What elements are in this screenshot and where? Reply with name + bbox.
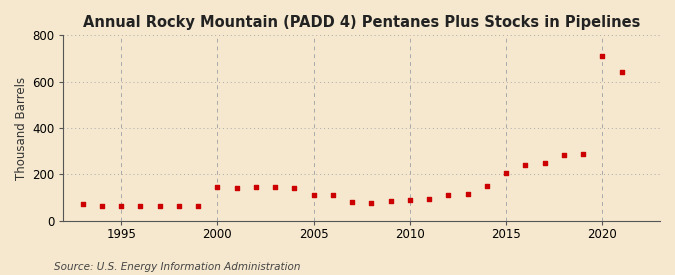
Point [232, 186, 242, 191]
Point [327, 193, 338, 197]
Point [578, 151, 589, 156]
Point [539, 161, 550, 165]
Point [155, 204, 165, 208]
Point [116, 204, 127, 208]
Point [212, 185, 223, 189]
Point [173, 204, 184, 209]
Point [250, 185, 261, 189]
Point [481, 184, 492, 188]
Point [597, 54, 608, 58]
Point [424, 197, 435, 201]
Point [366, 201, 377, 206]
Point [520, 163, 531, 167]
Point [347, 200, 358, 204]
Point [97, 204, 107, 208]
Point [385, 199, 396, 203]
Point [404, 198, 415, 202]
Point [135, 204, 146, 208]
Y-axis label: Thousand Barrels: Thousand Barrels [15, 76, 28, 180]
Point [193, 204, 204, 209]
Point [443, 193, 454, 197]
Text: Source: U.S. Energy Information Administration: Source: U.S. Energy Information Administ… [54, 262, 300, 272]
Point [78, 202, 88, 206]
Point [501, 171, 512, 175]
Point [308, 193, 319, 197]
Point [289, 186, 300, 191]
Title: Annual Rocky Mountain (PADD 4) Pentanes Plus Stocks in Pipelines: Annual Rocky Mountain (PADD 4) Pentanes … [83, 15, 641, 30]
Point [270, 185, 281, 189]
Point [616, 70, 627, 75]
Point [558, 153, 569, 157]
Point [462, 192, 473, 196]
